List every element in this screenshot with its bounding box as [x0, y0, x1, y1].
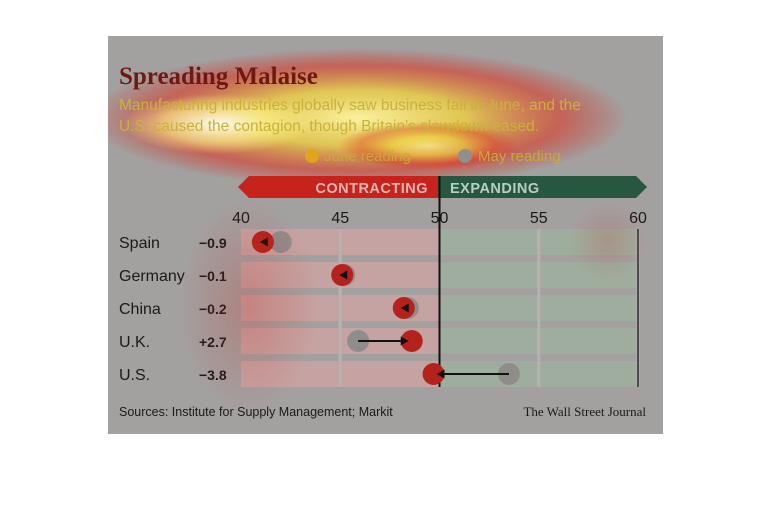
row-country-label: U.K. [119, 334, 150, 351]
row-country-label: Germany [119, 268, 185, 285]
row-country-label: China [119, 301, 161, 318]
header-heat-glow [88, 48, 628, 188]
chart-subtitle-line1: Manufacturing industries globally saw bu… [119, 97, 581, 114]
expanding-arrow [438, 176, 647, 198]
contracting-label: CONTRACTING [315, 181, 428, 197]
legend-june-label: June reading [324, 148, 411, 165]
credit-note: The Wall Street Journal [523, 404, 646, 419]
legend-may-swatch [458, 149, 472, 163]
may-dot [347, 330, 370, 352]
zone-banner: CONTRACTING EXPANDING [238, 176, 647, 198]
change-arrowhead [400, 303, 409, 313]
chart-subtitle-line2: U.S. caused the contagion, though Britai… [119, 118, 539, 135]
june-dot [400, 330, 423, 352]
legend: June reading May reading [305, 148, 561, 165]
change-arrowhead [400, 336, 409, 346]
chart-card: Spreading Malaise Manufacturing industri… [88, 36, 663, 434]
chart-title: Spreading Malaise [119, 63, 318, 90]
row-country-label: Spain [119, 235, 160, 252]
contracting-arrow [238, 176, 438, 198]
chart-svg: Spreading Malaise Manufacturing industri… [88, 48, 648, 419]
x-tick-label: 55 [530, 210, 548, 227]
legend-may-label: May reading [478, 148, 561, 165]
row-country-label: U.S. [119, 367, 150, 384]
x-tick-label: 45 [331, 210, 349, 227]
june-dot [422, 363, 445, 385]
legend-june-swatch [305, 149, 319, 163]
expanding-label: EXPANDING [450, 181, 540, 197]
source-note: Sources: Institute for Supply Management… [119, 405, 393, 419]
row-heat-tint [178, 196, 648, 416]
change-arrowhead [436, 369, 445, 379]
change-arrowhead [339, 270, 348, 280]
